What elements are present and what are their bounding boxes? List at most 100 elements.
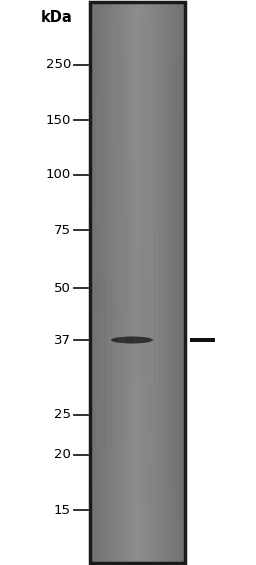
Bar xyxy=(99,2,100,563)
Bar xyxy=(117,2,118,563)
Bar xyxy=(98,2,99,563)
Bar xyxy=(150,2,151,563)
Bar xyxy=(99,2,100,563)
Bar xyxy=(90,2,91,563)
Bar xyxy=(183,2,184,563)
Bar xyxy=(119,2,120,563)
Bar xyxy=(134,2,135,563)
Bar xyxy=(92,2,93,563)
Bar xyxy=(146,2,147,563)
Bar xyxy=(97,2,98,563)
Text: 37: 37 xyxy=(54,333,71,346)
Bar xyxy=(115,2,116,563)
Bar xyxy=(126,2,127,563)
Bar xyxy=(181,2,182,563)
Bar xyxy=(130,2,131,563)
Text: 20: 20 xyxy=(54,449,71,462)
Bar xyxy=(153,2,154,563)
Bar xyxy=(139,2,140,563)
Bar xyxy=(118,2,119,563)
Bar xyxy=(158,2,159,563)
Bar xyxy=(94,2,95,563)
Bar xyxy=(93,2,94,563)
Bar xyxy=(123,2,124,563)
Bar xyxy=(174,2,175,563)
Text: 150: 150 xyxy=(46,114,71,127)
Bar xyxy=(105,2,106,563)
Bar xyxy=(142,2,143,563)
Bar xyxy=(178,2,179,563)
Bar xyxy=(152,2,153,563)
Bar xyxy=(172,2,173,563)
Bar xyxy=(157,2,158,563)
Text: 75: 75 xyxy=(54,224,71,237)
Bar xyxy=(158,2,159,563)
Bar xyxy=(103,2,104,563)
Bar xyxy=(140,2,141,563)
Bar xyxy=(93,2,94,563)
Bar xyxy=(181,2,182,563)
Bar xyxy=(134,2,135,563)
Bar xyxy=(96,2,97,563)
Text: 15: 15 xyxy=(54,503,71,516)
Bar xyxy=(91,2,92,563)
Bar xyxy=(110,2,111,563)
Bar xyxy=(134,2,135,563)
Bar xyxy=(102,2,103,563)
Bar xyxy=(135,2,136,563)
Bar xyxy=(106,2,107,563)
Bar xyxy=(97,2,98,563)
Bar xyxy=(168,2,169,563)
Bar xyxy=(113,2,114,563)
Bar xyxy=(137,2,138,563)
Text: kDa: kDa xyxy=(40,11,72,25)
Bar xyxy=(180,2,181,563)
Bar xyxy=(183,2,184,563)
Bar xyxy=(115,2,116,563)
Text: 50: 50 xyxy=(54,281,71,294)
Bar xyxy=(105,2,106,563)
Bar xyxy=(123,2,124,563)
Bar xyxy=(114,2,115,563)
Bar xyxy=(160,2,161,563)
Bar xyxy=(91,2,92,563)
Bar xyxy=(131,2,132,563)
Bar xyxy=(116,2,117,563)
Bar xyxy=(101,2,102,563)
Bar xyxy=(168,2,169,563)
Bar xyxy=(180,2,181,563)
Bar xyxy=(164,2,165,563)
Bar xyxy=(130,2,131,563)
Bar xyxy=(123,2,124,563)
Bar xyxy=(127,2,128,563)
Bar xyxy=(161,2,162,563)
Bar xyxy=(124,2,125,563)
Bar xyxy=(160,2,161,563)
Bar xyxy=(176,2,177,563)
Bar xyxy=(96,2,97,563)
Bar xyxy=(92,2,93,563)
Bar xyxy=(132,2,133,563)
Bar xyxy=(164,2,165,563)
Bar xyxy=(138,2,139,563)
Bar xyxy=(153,2,154,563)
Bar xyxy=(161,2,162,563)
Bar xyxy=(148,2,149,563)
Bar xyxy=(143,2,144,563)
Bar xyxy=(156,2,157,563)
Bar xyxy=(98,2,99,563)
Bar xyxy=(115,2,116,563)
Bar xyxy=(113,2,114,563)
Bar xyxy=(138,2,140,563)
Bar xyxy=(173,2,174,563)
Bar xyxy=(98,2,99,563)
Bar xyxy=(106,2,107,563)
Bar xyxy=(167,2,168,563)
Bar xyxy=(135,2,136,563)
Bar xyxy=(165,2,166,563)
Bar xyxy=(137,2,138,563)
Bar xyxy=(105,2,106,563)
Bar xyxy=(118,2,119,563)
Bar xyxy=(163,2,164,563)
Bar xyxy=(128,2,129,563)
